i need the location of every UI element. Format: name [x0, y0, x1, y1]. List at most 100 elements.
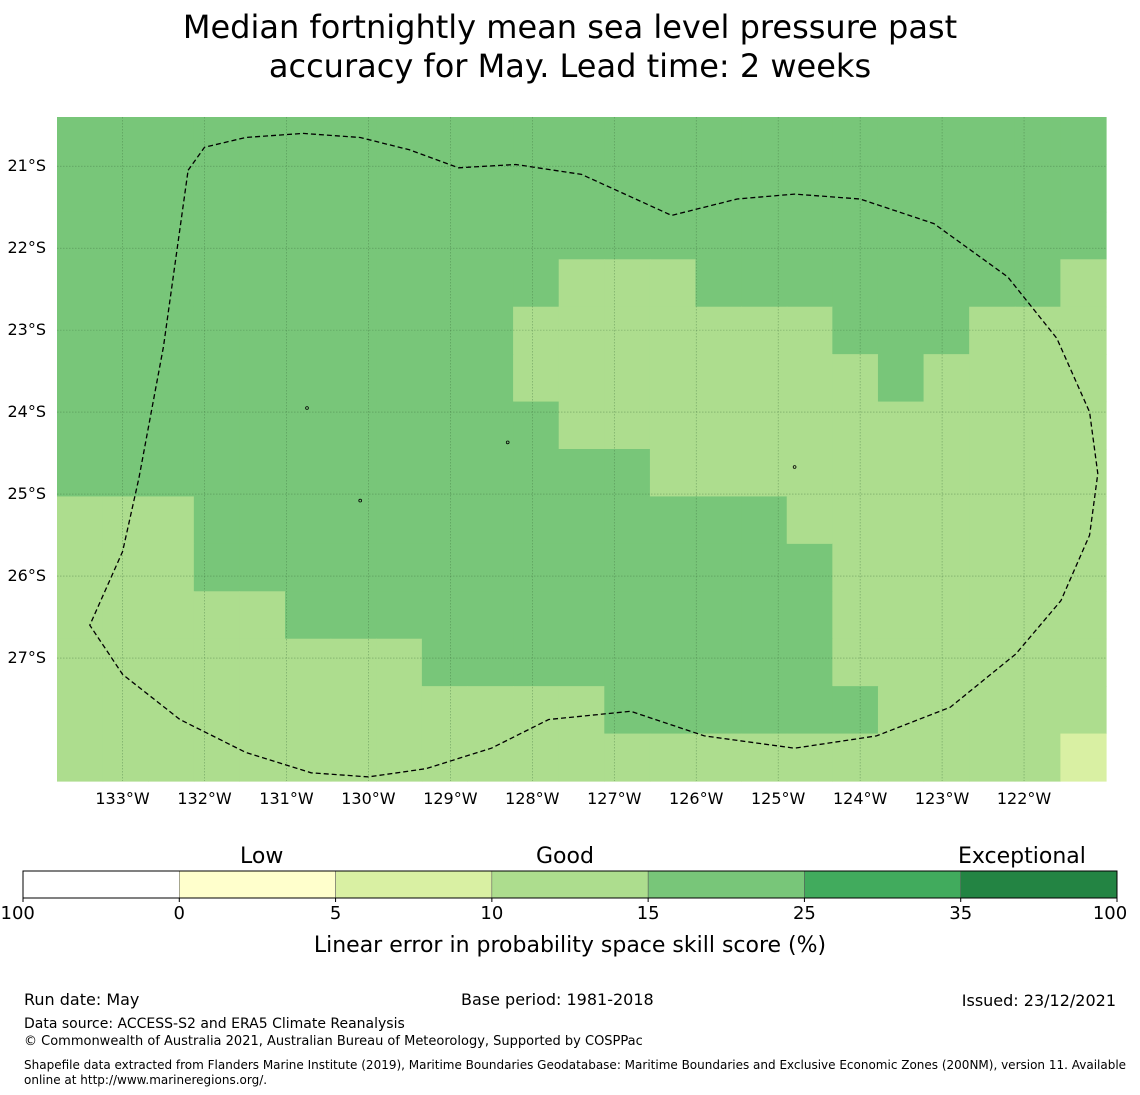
skill-cell [969, 354, 1016, 403]
skill-cell [877, 401, 925, 450]
skill-cell [695, 259, 742, 308]
skill-cell [877, 211, 925, 260]
skill-cell [877, 354, 925, 403]
skill-cell [969, 638, 1016, 687]
latitude-label: 27°S [7, 648, 46, 668]
latitude-label: 23°S [7, 320, 46, 340]
skill-cell [1014, 543, 1061, 592]
skill-cell [786, 733, 833, 782]
colorbar-tick-label: 25 [792, 903, 816, 924]
chart-title: Median fortnightly mean sea level pressu… [0, 8, 1140, 86]
skill-cell [649, 591, 697, 640]
latitude-label: 22°S [7, 238, 46, 258]
skill-cell [421, 638, 469, 687]
colorbar-segment [804, 870, 961, 899]
skill-cell [421, 164, 469, 213]
skill-cell [877, 733, 925, 782]
skill-cell [330, 117, 377, 166]
skill-cell [148, 543, 195, 592]
skill-cell [1014, 164, 1061, 213]
skill-cell [741, 306, 788, 355]
skill-cell [239, 591, 286, 640]
skill-cell [877, 496, 925, 545]
skill-cell [102, 638, 149, 687]
skill-cell [558, 591, 605, 640]
skill-cell [193, 686, 241, 735]
skill-cell [421, 354, 469, 403]
skill-cell [57, 543, 104, 592]
skill-cell [421, 591, 469, 640]
skill-cell [604, 306, 651, 355]
skill-cell [695, 164, 742, 213]
skill-cell [649, 496, 697, 545]
skill-cell [1014, 686, 1061, 735]
skill-cell [193, 259, 241, 308]
skill-cell [604, 211, 651, 260]
skill-cell [239, 449, 286, 498]
skill-cell [604, 496, 651, 545]
eez-boundary-layer [89, 132, 1099, 778]
skill-cell [1060, 354, 1107, 403]
skill-cell [923, 401, 970, 450]
skill-cell [148, 306, 195, 355]
skill-cell [1060, 306, 1107, 355]
skill-cell [513, 211, 560, 260]
skill-cell [741, 164, 788, 213]
skill-cell [832, 401, 879, 450]
latitude-label: 24°S [7, 402, 46, 422]
longitude-label: 132°W [177, 789, 232, 808]
skill-cell [877, 449, 925, 498]
skill-cell [923, 449, 970, 498]
skill-cell [832, 686, 879, 735]
skill-cell [1060, 449, 1107, 498]
skill-cell [695, 638, 742, 687]
skill-cell [649, 306, 697, 355]
skill-cell [877, 164, 925, 213]
skill-cell [421, 259, 469, 308]
skill-cell [148, 686, 195, 735]
skill-cell [558, 401, 605, 450]
longitude-label: 127°W [587, 789, 642, 808]
skill-cell [239, 638, 286, 687]
skill-cell [832, 354, 879, 403]
skill-cell [786, 211, 833, 260]
skill-cell [923, 496, 970, 545]
island-marker [505, 440, 510, 445]
skill-cell [1014, 401, 1061, 450]
skill-cell [1014, 449, 1061, 498]
skill-cell [467, 401, 514, 450]
skill-cell [239, 164, 286, 213]
skill-cell [741, 638, 788, 687]
skill-cell [604, 259, 651, 308]
skill-cell [969, 449, 1016, 498]
skill-cell [1060, 686, 1107, 735]
skill-cell [695, 211, 742, 260]
skill-cell [604, 117, 651, 166]
skill-cell [1060, 591, 1107, 640]
skill-cell [1060, 401, 1107, 450]
skill-cell [969, 496, 1016, 545]
skill-cell [832, 211, 879, 260]
colorbar-tick-label: 0 [173, 903, 185, 924]
skill-cell [193, 733, 241, 782]
skill-cell [513, 401, 560, 450]
skill-cell [558, 449, 605, 498]
skill-cell [376, 591, 423, 640]
colorbar-tick-label: 10 [480, 903, 504, 924]
skill-cell [239, 211, 286, 260]
skill-cell [57, 354, 104, 403]
skill-cell [1060, 733, 1107, 782]
skill-cell [786, 259, 833, 308]
skill-cell [285, 354, 332, 403]
shapefile-credit-line-2: online at http://www.marineregions.org/. [24, 1073, 268, 1087]
skill-cell [239, 686, 286, 735]
skill-cell [330, 306, 377, 355]
skill-cell [741, 686, 788, 735]
skill-cell [832, 496, 879, 545]
skill-cell [102, 354, 149, 403]
skill-cell [832, 117, 879, 166]
longitude-label: 128°W [505, 789, 560, 808]
skill-cell [102, 591, 149, 640]
skill-cell [421, 401, 469, 450]
skill-cell [513, 686, 560, 735]
